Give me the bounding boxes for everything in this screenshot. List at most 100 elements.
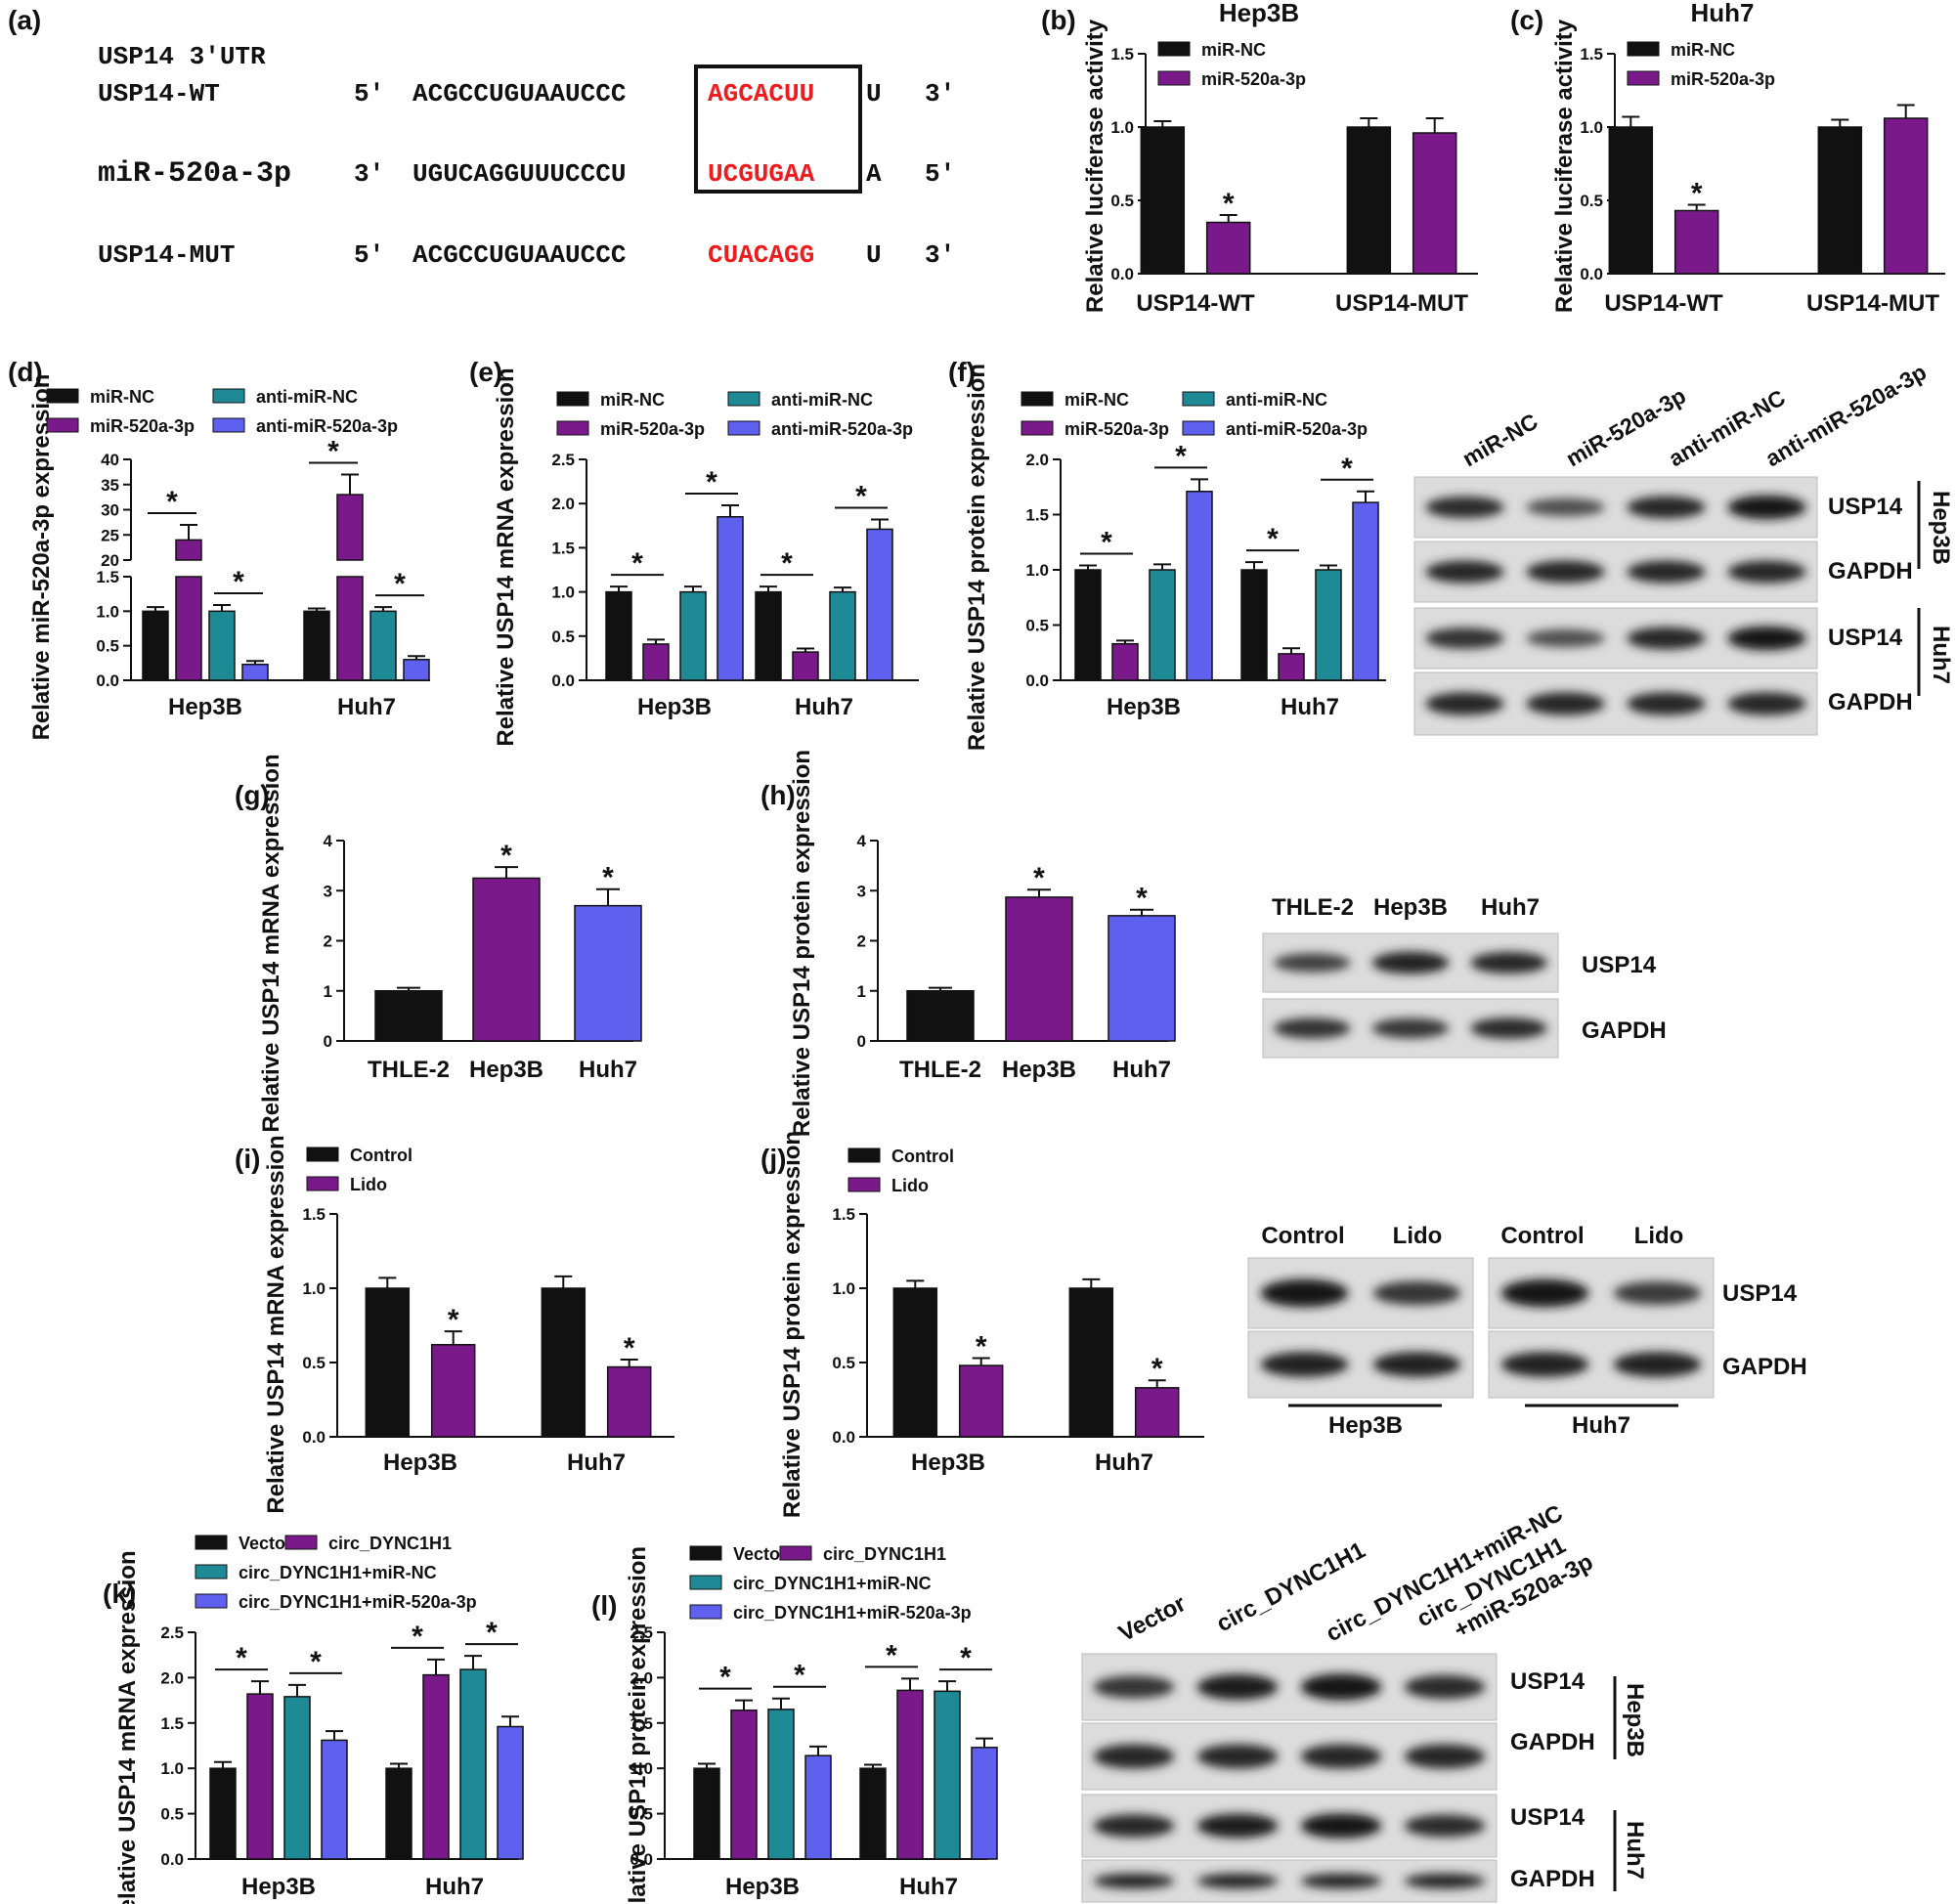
y-tick-label: 25 bbox=[101, 526, 119, 544]
significance-star: * bbox=[781, 547, 793, 580]
y-tick-label: 1.5 bbox=[551, 539, 575, 557]
panel-label: (f) bbox=[948, 357, 976, 387]
bar bbox=[804, 1754, 832, 1860]
y-tick-label: 0.0 bbox=[551, 671, 575, 690]
blot-band-GAPDH bbox=[1404, 1873, 1486, 1889]
significance-star: * bbox=[631, 547, 643, 580]
blot-band-GAPDH bbox=[1425, 692, 1504, 715]
legend-label: circ_DYNC1H1 bbox=[328, 1534, 452, 1553]
chart-f: (f)Relative USP14 protein expression 0.0 0… bbox=[948, 357, 1386, 751]
y-tick-label: 2.5 bbox=[160, 1623, 184, 1642]
blot-band-GAPDH bbox=[1196, 1744, 1279, 1769]
legend-swatch bbox=[212, 388, 245, 404]
y-tick-label: 0.5 bbox=[630, 1805, 653, 1824]
blot-protein-label: USP14 bbox=[1722, 1280, 1798, 1307]
legend-swatch bbox=[1627, 41, 1660, 57]
y-tick-label: 1.0 bbox=[302, 1279, 326, 1298]
bar bbox=[1108, 915, 1176, 1042]
y-axis-label: Relative USP14 protein expression bbox=[779, 1131, 805, 1518]
blot-protein-label: USP14 bbox=[1510, 1668, 1586, 1695]
y-tick-label: 1.5 bbox=[832, 1205, 855, 1224]
seq-tail: A bbox=[866, 159, 882, 189]
blot-band-GAPDH bbox=[1372, 1352, 1461, 1377]
bar bbox=[1068, 1287, 1114, 1438]
bar bbox=[283, 1696, 311, 1860]
y-axis-label: Relative USP14 mRNA expression bbox=[493, 368, 519, 746]
bar bbox=[385, 1767, 413, 1860]
x-category-label: THLE-2 bbox=[368, 1057, 450, 1083]
blot-kl: Vector circ_DYNC1H1circ_DYNC1H1+miR-NCcir… bbox=[1081, 1500, 1648, 1903]
bar bbox=[829, 590, 856, 681]
blot-band-USP14 bbox=[1300, 1673, 1382, 1701]
legend-label: miR-NC bbox=[1201, 40, 1266, 60]
bar bbox=[365, 1287, 411, 1438]
blot-group-label: Huh7 bbox=[1622, 1821, 1648, 1880]
x-category-label: Huh7 bbox=[795, 694, 853, 720]
y-tick-label: 0.5 bbox=[551, 627, 575, 646]
bar bbox=[1278, 653, 1305, 681]
y-tick-label: 1.0 bbox=[832, 1279, 855, 1298]
x-category-label: Hep3B bbox=[1002, 1057, 1076, 1083]
blot-band-GAPDH bbox=[1300, 1873, 1382, 1889]
bar bbox=[1074, 569, 1102, 681]
bar bbox=[755, 590, 782, 681]
legend-swatch bbox=[1021, 420, 1054, 436]
bar bbox=[208, 610, 236, 681]
bar bbox=[303, 610, 330, 681]
utr-title: USP14 3'UTR bbox=[98, 42, 266, 71]
chart-j: (j)Relative USP14 protein expression 0.0 0… bbox=[760, 1131, 1204, 1518]
blot-lane-label: Control bbox=[1261, 1223, 1344, 1249]
legend-label: anti-miR-NC bbox=[1226, 390, 1327, 410]
blot-band-USP14 bbox=[1093, 1814, 1175, 1838]
panel-label: (a) bbox=[8, 5, 41, 35]
y-tick-label: 1.5 bbox=[1025, 506, 1049, 525]
x-category-label: Hep3B bbox=[1107, 694, 1181, 720]
seq-row-name: miR-520a-3p bbox=[98, 157, 291, 191]
bar bbox=[321, 1739, 348, 1860]
bar bbox=[1111, 642, 1139, 681]
bar bbox=[430, 1344, 476, 1438]
y-axis-label: Relative luciferase activity bbox=[1082, 19, 1108, 313]
bar bbox=[906, 990, 975, 1042]
y-axis-label: Relative miR-520a-3p expression bbox=[28, 374, 55, 741]
blot-band-USP14 bbox=[1500, 1278, 1589, 1308]
legend-label: miR-520a-3p bbox=[1671, 69, 1775, 89]
y-tick-label: 1.5 bbox=[160, 1714, 184, 1733]
blot-protein-label: GAPDH bbox=[1828, 689, 1913, 715]
y-tick-label: 1.5 bbox=[96, 568, 119, 586]
x-category-label: Huh7 bbox=[1281, 694, 1339, 720]
sequence-panel: (a) USP14 3'UTR USP14-WT 5' ACGCCUGUAAUCCC AG… bbox=[8, 5, 955, 270]
y-tick-label: 1.0 bbox=[1580, 118, 1603, 137]
legend-label: Vector bbox=[239, 1534, 292, 1553]
y-tick-label: 35 bbox=[101, 476, 119, 495]
bar bbox=[1149, 569, 1176, 681]
y-tick-label: 0.5 bbox=[1580, 192, 1603, 210]
blot-band-USP14 bbox=[1425, 627, 1504, 649]
x-category-label: USP14-WT bbox=[1604, 290, 1723, 317]
legend-swatch bbox=[689, 1604, 722, 1620]
x-category-label: USP14-MUT bbox=[1806, 290, 1939, 317]
legend-label: circ_DYNC1H1+miR-520a-3p bbox=[239, 1592, 477, 1612]
legend-label: anti-miR-NC bbox=[256, 387, 358, 407]
panel-label: (c) bbox=[1510, 5, 1543, 35]
blot-group-label: Huh7 bbox=[1928, 626, 1954, 684]
blot-ij: Control Lido Control Lido USP14 GAPDH Hep3B Huh… bbox=[1247, 1223, 1807, 1439]
blot-lane-label: miR-NC bbox=[1458, 409, 1542, 472]
blot-protein-label: GAPDH bbox=[1722, 1354, 1807, 1380]
panel-label: (i) bbox=[235, 1144, 260, 1174]
legend-swatch bbox=[1182, 391, 1215, 407]
seq-tail: U bbox=[866, 79, 882, 108]
x-category-label: Huh7 bbox=[579, 1057, 637, 1083]
y-axis-label: Relative luciferase activity bbox=[1551, 19, 1578, 313]
bar bbox=[1883, 117, 1929, 275]
legend-swatch bbox=[46, 388, 79, 404]
y-tick-label: 2 bbox=[857, 932, 866, 951]
bar bbox=[1005, 896, 1073, 1042]
blot-band-GAPDH bbox=[1300, 1744, 1382, 1769]
bar bbox=[679, 590, 707, 681]
legend-label: miR-520a-3p bbox=[1201, 69, 1306, 89]
bar bbox=[642, 643, 670, 681]
legend-label: anti-miR-520a-3p bbox=[256, 416, 398, 436]
legend-swatch bbox=[556, 420, 589, 436]
y-tick-label: 0.5 bbox=[302, 1354, 326, 1372]
